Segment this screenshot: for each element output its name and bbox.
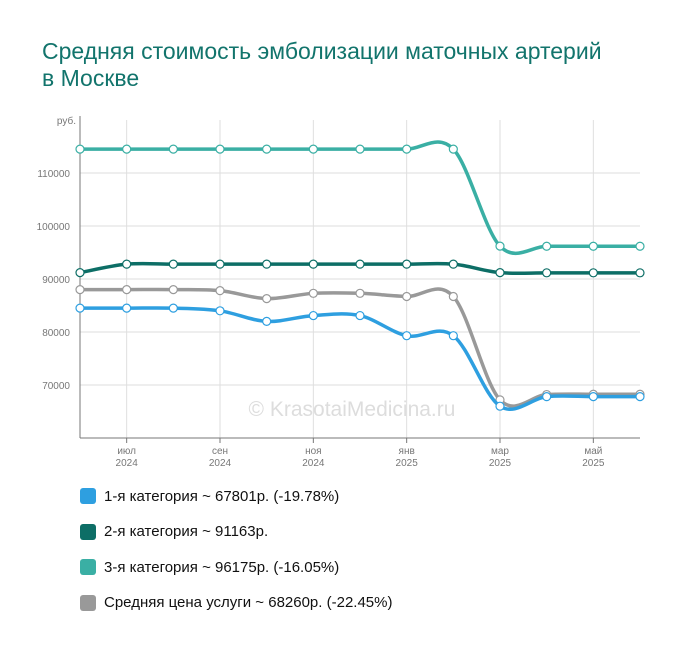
series-line <box>78 140 642 256</box>
chart-title: Средняя стоимость эмболизации маточных а… <box>42 38 602 91</box>
data-point <box>588 268 598 278</box>
x-tick-label-month: май <box>584 446 602 457</box>
data-point <box>262 144 272 154</box>
data-point <box>262 259 272 269</box>
legend-label: 1-я категория ~ 67801р. (-19.78%) <box>104 487 340 505</box>
data-point <box>635 392 645 402</box>
x-tick-label-year: 2025 <box>582 458 605 469</box>
data-point <box>262 294 272 304</box>
x-tick-label-year: 2025 <box>489 458 512 469</box>
data-point <box>308 259 318 269</box>
data-point <box>402 331 412 341</box>
data-point <box>635 241 645 251</box>
x-tick-label-year: 2025 <box>396 458 419 469</box>
data-point <box>355 288 365 298</box>
x-tick-label-year: 2024 <box>116 458 139 469</box>
legend-label: Средняя цена услуги ~ 68260р. (-22.45%) <box>104 594 393 611</box>
data-point <box>122 303 132 313</box>
data-point <box>168 259 178 269</box>
chart-legend: 1-я категория ~ 67801р. (-19.78%) 2-я ка… <box>80 484 392 626</box>
data-point <box>355 259 365 269</box>
watermark: © KrasotaiMedicina.ru <box>249 398 456 421</box>
line-chart: 700008000090000100000110000руб.июл2024се… <box>37 115 645 469</box>
data-point <box>448 331 458 341</box>
data-point <box>262 316 272 326</box>
data-point <box>215 259 225 269</box>
y-tick-label: 100000 <box>37 222 71 233</box>
legend-item-category-1[interactable]: 1-я категория ~ 67801р. (-19.78%) <box>80 484 392 508</box>
legend-item-average-price[interactable]: Средняя цена услуги ~ 68260р. (-22.45%) <box>80 591 392 615</box>
data-point <box>122 259 132 269</box>
x-tick-label-month: янв <box>399 446 415 457</box>
data-point <box>308 288 318 298</box>
data-point <box>542 392 552 402</box>
data-point <box>495 401 505 411</box>
data-point <box>75 144 85 154</box>
legend-swatch <box>80 488 96 504</box>
data-point <box>542 268 552 278</box>
data-point <box>168 303 178 313</box>
data-point <box>122 285 132 295</box>
data-point <box>168 144 178 154</box>
data-point <box>495 268 505 278</box>
data-point <box>448 259 458 269</box>
legend-swatch <box>80 594 96 611</box>
data-point <box>542 241 552 251</box>
data-point <box>635 268 645 278</box>
data-point <box>215 144 225 154</box>
x-tick-label-month: июл <box>117 446 136 457</box>
y-unit-label: руб. <box>57 115 76 127</box>
legend-item-category-2[interactable]: 2-я категория ~ 91163р. <box>80 520 392 544</box>
x-tick-label-year: 2024 <box>209 458 232 469</box>
data-point <box>168 285 178 295</box>
data-point <box>75 285 85 295</box>
data-point <box>448 144 458 154</box>
data-point <box>215 286 225 296</box>
data-point <box>75 303 85 313</box>
data-point <box>75 268 85 278</box>
legend-swatch <box>80 523 96 540</box>
legend-item-category-3[interactable]: 3-я категория ~ 96175р. (-16.05%) <box>80 555 392 579</box>
y-tick-label: 80000 <box>42 328 70 339</box>
data-point <box>122 144 132 154</box>
data-point <box>355 144 365 154</box>
legend-swatch <box>80 559 96 575</box>
data-point <box>402 291 412 302</box>
legend-label: 3-я категория ~ 96175р. (-16.05%) <box>104 558 340 576</box>
legend-label: 2-я категория ~ 91163р. <box>104 523 269 540</box>
x-tick-label-month: мар <box>491 446 509 457</box>
data-point <box>495 241 505 251</box>
data-point <box>355 310 365 321</box>
data-point <box>308 144 318 154</box>
data-point <box>402 259 412 269</box>
y-tick-label: 110000 <box>37 169 70 180</box>
data-point <box>402 144 412 154</box>
data-point <box>448 291 458 302</box>
y-tick-label: 70000 <box>42 381 70 392</box>
data-point <box>215 306 225 316</box>
data-point <box>588 241 598 251</box>
data-point <box>588 392 598 402</box>
x-tick-label-month: сен <box>212 446 228 457</box>
y-tick-label: 90000 <box>42 275 70 286</box>
x-tick-label-year: 2024 <box>302 458 325 469</box>
data-point <box>308 310 318 321</box>
x-tick-label-month: ноя <box>305 446 322 457</box>
